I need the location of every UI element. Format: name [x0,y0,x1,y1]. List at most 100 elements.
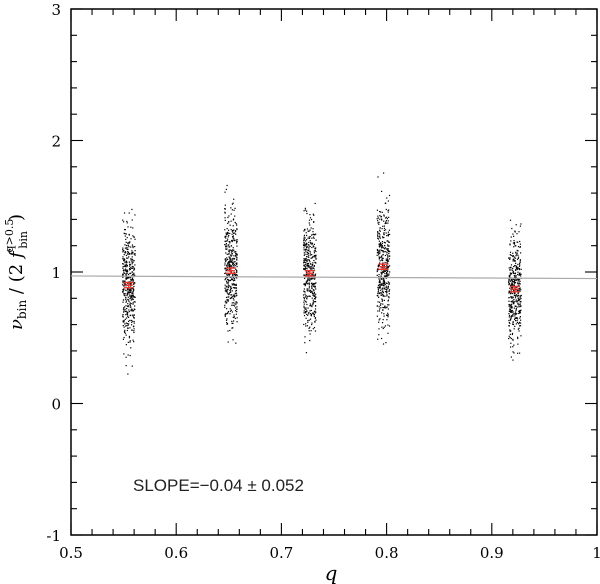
data-point [387,231,390,233]
data-point [515,267,517,269]
data-point [377,286,379,289]
data-point [128,242,130,244]
data-point [130,226,132,228]
data-point [511,269,514,271]
data-point [131,250,133,252]
data-point [305,301,307,303]
data-point [226,227,228,230]
data-point [133,322,135,324]
data-point [381,219,383,221]
data-point [127,303,129,305]
data-point [514,269,517,271]
data-point [129,290,131,292]
data-point [231,296,233,298]
data-point [131,321,133,323]
data-point [229,265,231,268]
data-point [509,272,511,274]
data-point [224,284,226,286]
data-point [386,294,388,296]
data-point [303,288,305,290]
data-point [233,304,235,306]
data-point [232,262,234,264]
data-point [382,246,384,248]
data-point [133,330,135,332]
data-point [123,280,125,282]
data-point [508,284,510,286]
data-point [509,251,512,253]
data-point [378,334,380,336]
data-point [303,290,305,292]
data-point [304,209,307,211]
data-point [510,296,512,299]
data-point [234,284,236,286]
data-point [382,267,384,269]
data-point [224,229,226,231]
data-point [307,230,310,232]
data-point [315,239,317,241]
data-point [509,306,511,308]
data-point [122,266,124,268]
data-point [380,256,383,258]
data-point [387,220,389,222]
data-point [387,266,390,268]
data-point [520,297,522,300]
data-point [383,266,385,269]
data-point [378,321,380,323]
data-point [382,319,384,321]
data-point [226,282,228,284]
data-point [236,258,238,260]
data-point [306,289,308,292]
data-point [514,230,516,232]
data-point [129,265,131,267]
data-point [511,310,514,312]
data-point [226,248,228,250]
data-point [386,269,388,271]
data-point [516,241,518,243]
data-point [383,279,385,281]
data-point [516,265,518,267]
data-point [516,252,518,254]
data-point [382,282,384,284]
data-point [314,310,316,312]
data-point [125,273,127,275]
data-point [133,282,135,284]
data-point [128,253,131,255]
data-point [129,289,131,291]
data-point [511,292,513,295]
data-point [303,210,305,212]
data-point [232,236,234,238]
data-point [122,308,125,310]
data-point [224,301,226,303]
data-point [127,299,130,301]
data-point [517,293,519,295]
data-point [228,251,231,253]
data-point [228,221,230,223]
data-point [516,321,519,324]
data-point [517,279,519,281]
data-point [303,301,305,303]
data-point [233,266,235,268]
data-point [224,306,226,308]
data-point [511,311,513,314]
data-point [228,250,230,253]
data-point [313,221,315,223]
data-point [512,278,514,280]
data-point [511,306,513,308]
data-point [509,336,511,339]
data-point [514,297,517,299]
data-point [515,276,517,278]
data-point [515,308,517,310]
data-point [518,298,520,300]
data-point [127,305,129,307]
data-point [306,325,309,327]
data-points [121,172,522,375]
data-point [126,222,128,224]
data-point [225,272,227,274]
data-point [381,247,383,249]
data-point [379,229,381,231]
data-point [122,276,124,278]
data-point [225,232,227,234]
data-point [132,295,134,297]
data-point [516,233,518,235]
data-point [313,255,315,257]
